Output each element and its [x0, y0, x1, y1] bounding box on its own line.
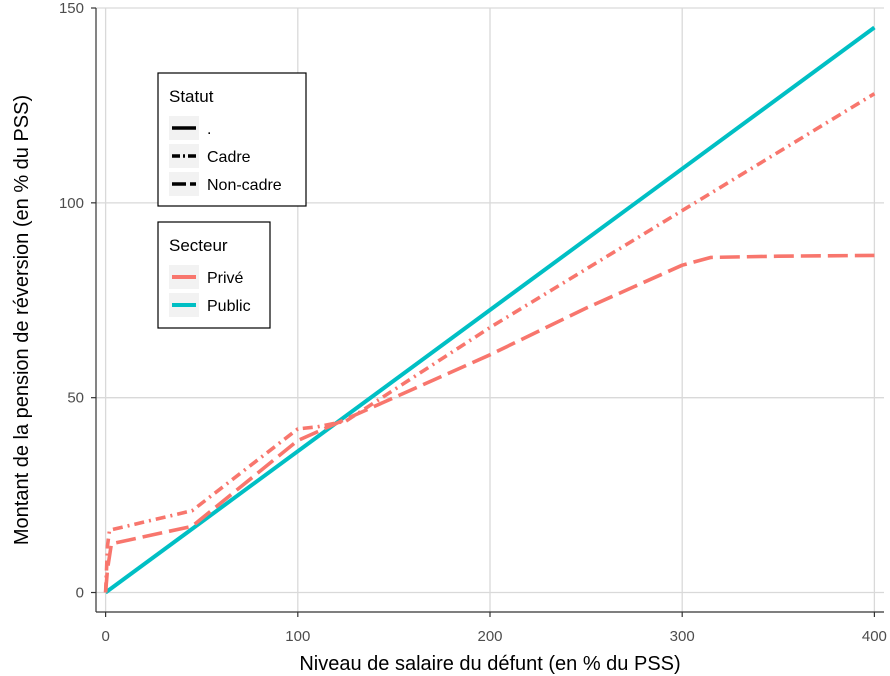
series-lines	[103, 25, 876, 595]
legend-label-dot: .	[207, 121, 211, 138]
legend-label-non-cadre: Non-cadre	[207, 177, 282, 194]
legend-secteur-title: Secteur	[169, 236, 228, 255]
y-tick-label: 150	[59, 0, 84, 17]
legend-secteur: Secteur Privé Public	[157, 221, 271, 329]
y-tick-label: 100	[59, 195, 84, 212]
legend-label-public: Public	[207, 298, 251, 315]
series-line-prive-non-cadre	[103, 253, 875, 593]
x-tick-label: 400	[862, 628, 887, 645]
legend-statut-title: Statut	[169, 87, 214, 106]
series-line-public-dot	[104, 25, 876, 595]
x-tick-label: 100	[285, 628, 310, 645]
y-axis-title: Montant de la pension de réversion (en %…	[11, 95, 33, 545]
legend-label-prive: Privé	[207, 270, 244, 287]
x-tick-label: 200	[477, 628, 502, 645]
legend-statut: Statut . Cadre Non-cadre	[157, 72, 307, 207]
y-tick-label: 50	[67, 390, 84, 407]
axes: 0 100 200 300 400 0 50 100 150	[59, 0, 887, 645]
x-axis-title: Niveau de salaire du défunt (en % du PSS…	[299, 653, 680, 675]
y-tick-label: 0	[76, 585, 84, 602]
x-tick-label: 0	[101, 628, 109, 645]
x-tick-label: 300	[670, 628, 695, 645]
legend-label-cadre: Cadre	[207, 149, 251, 166]
